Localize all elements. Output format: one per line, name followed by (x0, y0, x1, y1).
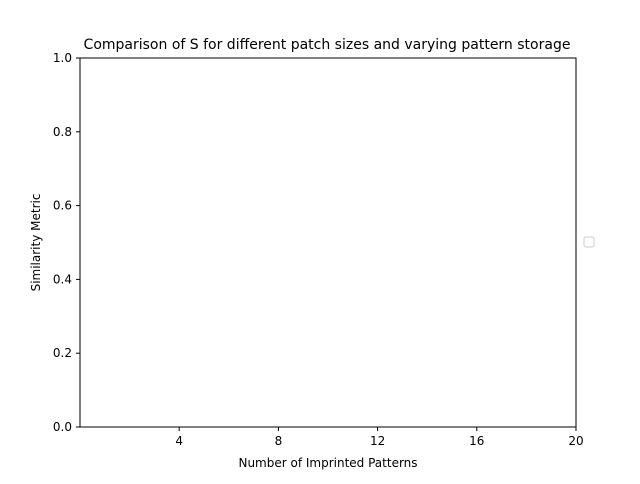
x-axis-label: Number of Imprinted Patterns (238, 456, 417, 470)
y-tick-label: 0.0 (53, 420, 72, 434)
x-tick-label: 20 (568, 434, 583, 448)
y-tick-label: 0.8 (53, 125, 72, 139)
x-axis: 4 8 12 16 20 (175, 427, 584, 448)
legend (583, 236, 595, 248)
y-tick-label: 1.0 (53, 51, 72, 65)
x-tick-label: 16 (469, 434, 484, 448)
plot-area (79, 57, 577, 428)
legend-box (583, 236, 595, 248)
y-tick-label: 0.4 (53, 272, 72, 286)
y-tick-label: 0.6 (53, 199, 72, 213)
x-tick-label: 12 (370, 434, 385, 448)
x-tick-label: 4 (175, 434, 183, 448)
x-tick-label: 8 (275, 434, 283, 448)
chart-title: Comparison of S for different patch size… (84, 37, 571, 53)
y-axis: 0.0 0.2 0.4 0.6 0.8 1.0 (53, 51, 80, 434)
y-tick-label: 0.2 (53, 346, 72, 360)
y-axis-label: Similarity Metric (29, 194, 43, 292)
plot-frame (79, 57, 577, 428)
